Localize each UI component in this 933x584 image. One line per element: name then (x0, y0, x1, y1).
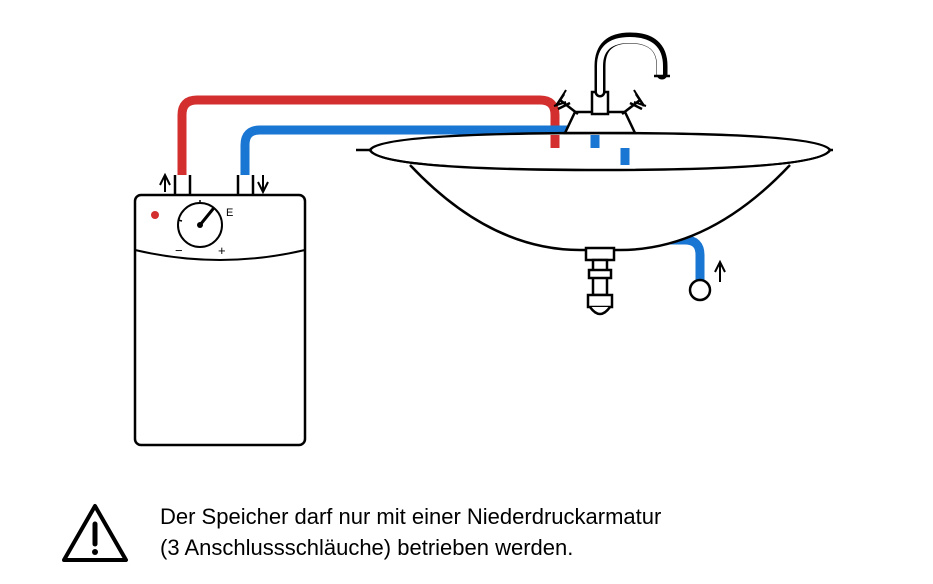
warning-text: Der Speicher darf nur mit einer Niederdr… (160, 502, 893, 564)
warning-line-1: Der Speicher darf nur mit einer Niederdr… (160, 504, 661, 529)
dial-label-e: E (226, 207, 233, 219)
warning-row: Der Speicher darf nur mit einer Niederdr… (60, 502, 893, 564)
plumbing-diagram: E − + (100, 20, 833, 460)
dial-label-plus: + (218, 243, 226, 258)
dial-label-minus: − (175, 243, 183, 258)
warning-icon (60, 502, 130, 564)
warning-line-2: (3 Anschlussschläuche) betrieben werden. (160, 535, 573, 560)
